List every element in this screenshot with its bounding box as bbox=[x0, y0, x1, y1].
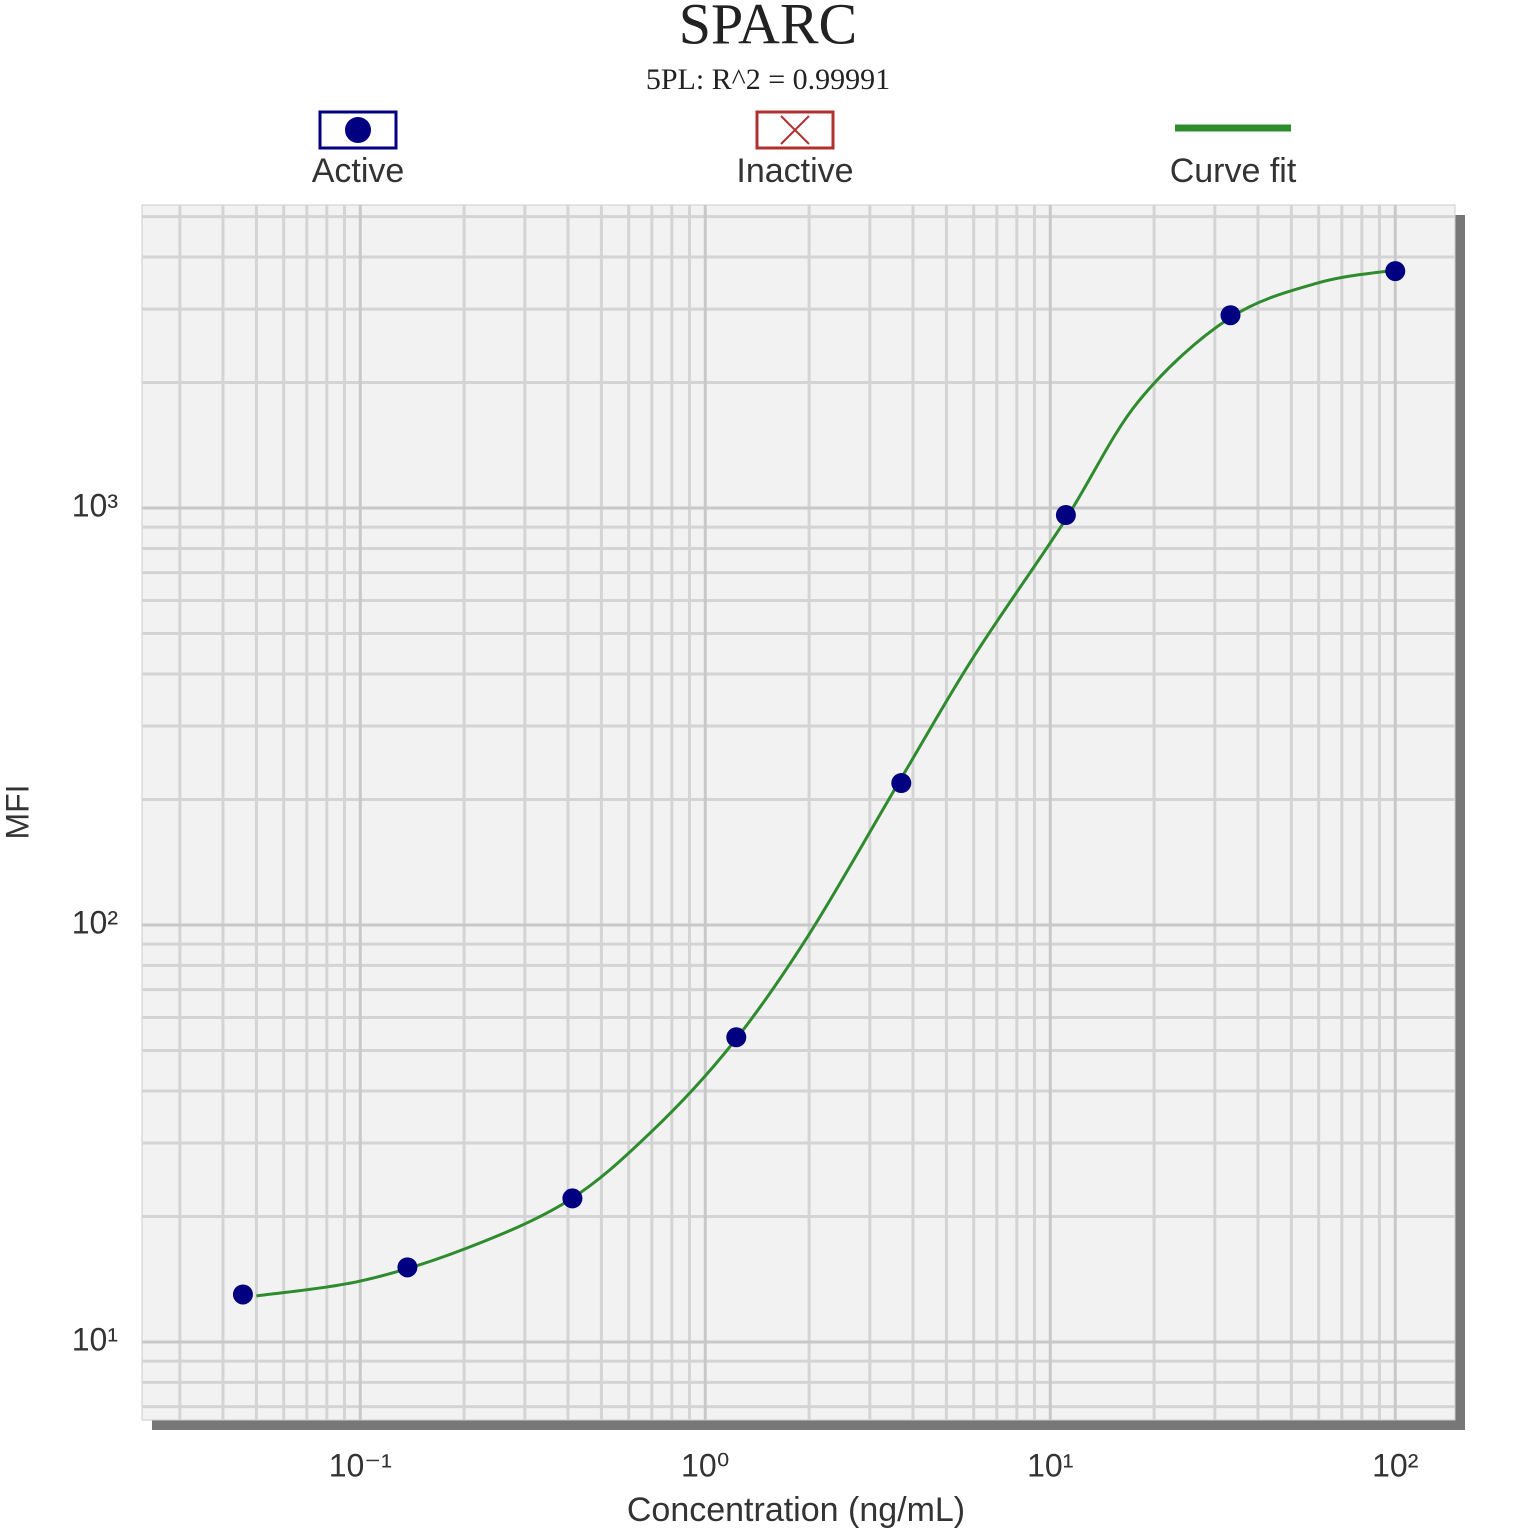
data-point bbox=[726, 1027, 747, 1048]
data-point bbox=[397, 1257, 418, 1278]
legend-marker bbox=[345, 117, 371, 143]
data-point bbox=[562, 1188, 583, 1209]
y-tick-label: 10¹ bbox=[72, 1321, 118, 1357]
data-point bbox=[1385, 261, 1406, 282]
y-tick-label: 10² bbox=[72, 904, 119, 940]
y-axis-label: MFI bbox=[0, 784, 35, 839]
data-point bbox=[1220, 305, 1241, 326]
y-tick-label: 10³ bbox=[72, 487, 119, 523]
x-tick-label: 10¹ bbox=[1027, 1447, 1073, 1483]
legend-label: Inactive bbox=[736, 152, 853, 190]
legend-label: Active bbox=[312, 152, 405, 190]
chart-subtitle: 5PL: R^2 = 0.99991 bbox=[646, 63, 890, 96]
x-axis-label: Concentration (ng/mL) bbox=[627, 1491, 965, 1529]
legend-marker bbox=[780, 115, 810, 145]
data-point bbox=[232, 1284, 253, 1305]
data-point bbox=[891, 773, 912, 794]
curve-fit-line bbox=[256, 268, 1396, 1298]
chart-title: SPARC bbox=[679, 0, 857, 56]
x-tick-label: 10⁰ bbox=[681, 1447, 729, 1483]
x-tick-label: 10² bbox=[1372, 1447, 1419, 1483]
data-point bbox=[1055, 505, 1076, 526]
legend-label: Curve fit bbox=[1170, 152, 1297, 190]
grid bbox=[142, 205, 1455, 1420]
x-tick-label: 10⁻¹ bbox=[329, 1447, 392, 1483]
